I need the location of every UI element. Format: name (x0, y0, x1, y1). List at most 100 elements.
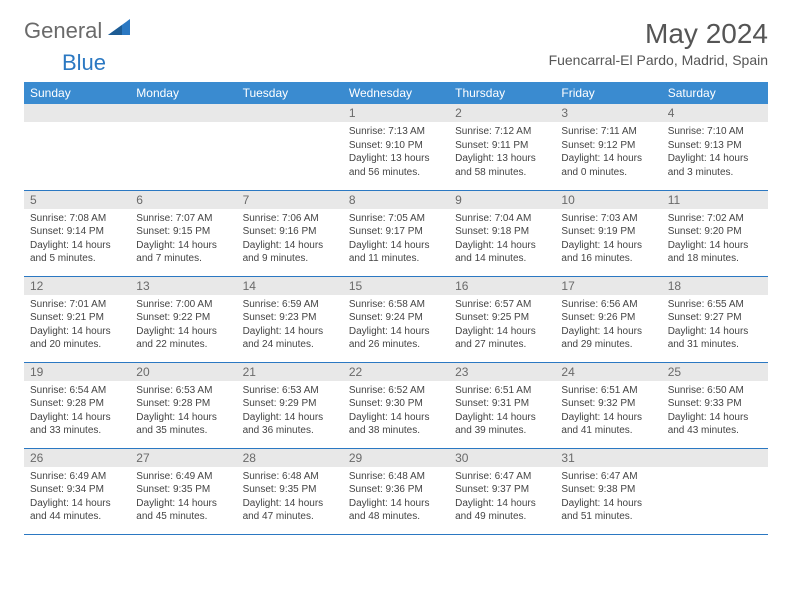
day-number-bar: 22 (343, 363, 449, 381)
calendar-day-cell: 13Sunrise: 7:00 AMSunset: 9:22 PMDayligh… (130, 276, 236, 362)
calendar-day-cell: 7Sunrise: 7:06 AMSunset: 9:16 PMDaylight… (237, 190, 343, 276)
day-number-bar: 6 (130, 191, 236, 209)
day-number-bar: 9 (449, 191, 555, 209)
day-details: Sunrise: 6:54 AMSunset: 9:28 PMDaylight:… (24, 381, 130, 442)
day-details: Sunrise: 6:53 AMSunset: 9:29 PMDaylight:… (237, 381, 343, 442)
day-number-bar: 23 (449, 363, 555, 381)
day-number-bar: 16 (449, 277, 555, 295)
day-number-bar: 1 (343, 104, 449, 122)
calendar-day-cell: 29Sunrise: 6:48 AMSunset: 9:36 PMDayligh… (343, 448, 449, 534)
day-details: Sunrise: 6:53 AMSunset: 9:28 PMDaylight:… (130, 381, 236, 442)
logo-triangle-icon (108, 19, 130, 35)
calendar-day-cell: 1Sunrise: 7:13 AMSunset: 9:10 PMDaylight… (343, 104, 449, 190)
day-details: Sunrise: 7:10 AMSunset: 9:13 PMDaylight:… (662, 122, 768, 183)
calendar-day-cell: 8Sunrise: 7:05 AMSunset: 9:17 PMDaylight… (343, 190, 449, 276)
day-number-bar: 25 (662, 363, 768, 381)
day-details: Sunrise: 6:51 AMSunset: 9:31 PMDaylight:… (449, 381, 555, 442)
day-details: Sunrise: 6:48 AMSunset: 9:35 PMDaylight:… (237, 467, 343, 528)
calendar-day-cell (130, 104, 236, 190)
calendar-day-cell: 21Sunrise: 6:53 AMSunset: 9:29 PMDayligh… (237, 362, 343, 448)
day-details: Sunrise: 6:52 AMSunset: 9:30 PMDaylight:… (343, 381, 449, 442)
day-details: Sunrise: 7:08 AMSunset: 9:14 PMDaylight:… (24, 209, 130, 270)
day-details: Sunrise: 6:49 AMSunset: 9:35 PMDaylight:… (130, 467, 236, 528)
day-number-bar: 18 (662, 277, 768, 295)
calendar-day-cell: 31Sunrise: 6:47 AMSunset: 9:38 PMDayligh… (555, 448, 661, 534)
day-details: Sunrise: 6:48 AMSunset: 9:36 PMDaylight:… (343, 467, 449, 528)
day-details: Sunrise: 7:13 AMSunset: 9:10 PMDaylight:… (343, 122, 449, 183)
calendar-day-cell: 15Sunrise: 6:58 AMSunset: 9:24 PMDayligh… (343, 276, 449, 362)
calendar-day-cell: 16Sunrise: 6:57 AMSunset: 9:25 PMDayligh… (449, 276, 555, 362)
location-text: Fuencarral-El Pardo, Madrid, Spain (549, 52, 768, 68)
calendar-day-cell: 30Sunrise: 6:47 AMSunset: 9:37 PMDayligh… (449, 448, 555, 534)
day-number-bar: 14 (237, 277, 343, 295)
calendar-day-cell: 12Sunrise: 7:01 AMSunset: 9:21 PMDayligh… (24, 276, 130, 362)
day-details: Sunrise: 6:50 AMSunset: 9:33 PMDaylight:… (662, 381, 768, 442)
calendar-day-cell (24, 104, 130, 190)
day-number-bar: 30 (449, 449, 555, 467)
calendar-day-cell: 26Sunrise: 6:49 AMSunset: 9:34 PMDayligh… (24, 448, 130, 534)
day-details: Sunrise: 7:12 AMSunset: 9:11 PMDaylight:… (449, 122, 555, 183)
day-details: Sunrise: 7:07 AMSunset: 9:15 PMDaylight:… (130, 209, 236, 270)
calendar-week-row: 26Sunrise: 6:49 AMSunset: 9:34 PMDayligh… (24, 448, 768, 534)
day-details: Sunrise: 7:05 AMSunset: 9:17 PMDaylight:… (343, 209, 449, 270)
weekday-row: SundayMondayTuesdayWednesdayThursdayFrid… (24, 82, 768, 104)
day-details: Sunrise: 6:47 AMSunset: 9:37 PMDaylight:… (449, 467, 555, 528)
day-number-bar (130, 104, 236, 122)
calendar-table: SundayMondayTuesdayWednesdayThursdayFrid… (24, 82, 768, 535)
day-details: Sunrise: 6:51 AMSunset: 9:32 PMDaylight:… (555, 381, 661, 442)
day-number-bar: 13 (130, 277, 236, 295)
day-number-bar: 12 (24, 277, 130, 295)
calendar-day-cell: 22Sunrise: 6:52 AMSunset: 9:30 PMDayligh… (343, 362, 449, 448)
calendar-day-cell: 6Sunrise: 7:07 AMSunset: 9:15 PMDaylight… (130, 190, 236, 276)
weekday-header: Sunday (24, 82, 130, 104)
day-number-bar: 15 (343, 277, 449, 295)
weekday-header: Wednesday (343, 82, 449, 104)
weekday-header: Tuesday (237, 82, 343, 104)
day-details: Sunrise: 6:59 AMSunset: 9:23 PMDaylight:… (237, 295, 343, 356)
day-number-bar: 28 (237, 449, 343, 467)
day-details: Sunrise: 6:49 AMSunset: 9:34 PMDaylight:… (24, 467, 130, 528)
day-number-bar (662, 449, 768, 467)
day-number-bar: 4 (662, 104, 768, 122)
calendar-day-cell: 20Sunrise: 6:53 AMSunset: 9:28 PMDayligh… (130, 362, 236, 448)
title-block: May 2024 Fuencarral-El Pardo, Madrid, Sp… (549, 18, 768, 68)
calendar-day-cell: 23Sunrise: 6:51 AMSunset: 9:31 PMDayligh… (449, 362, 555, 448)
day-number-bar: 31 (555, 449, 661, 467)
day-number-bar: 27 (130, 449, 236, 467)
calendar-day-cell: 27Sunrise: 6:49 AMSunset: 9:35 PMDayligh… (130, 448, 236, 534)
day-details: Sunrise: 7:01 AMSunset: 9:21 PMDaylight:… (24, 295, 130, 356)
day-details: Sunrise: 7:11 AMSunset: 9:12 PMDaylight:… (555, 122, 661, 183)
calendar-week-row: 1Sunrise: 7:13 AMSunset: 9:10 PMDaylight… (24, 104, 768, 190)
calendar-day-cell: 4Sunrise: 7:10 AMSunset: 9:13 PMDaylight… (662, 104, 768, 190)
calendar-week-row: 19Sunrise: 6:54 AMSunset: 9:28 PMDayligh… (24, 362, 768, 448)
day-details: Sunrise: 7:03 AMSunset: 9:19 PMDaylight:… (555, 209, 661, 270)
calendar-day-cell: 9Sunrise: 7:04 AMSunset: 9:18 PMDaylight… (449, 190, 555, 276)
calendar-day-cell: 10Sunrise: 7:03 AMSunset: 9:19 PMDayligh… (555, 190, 661, 276)
calendar-week-row: 12Sunrise: 7:01 AMSunset: 9:21 PMDayligh… (24, 276, 768, 362)
day-details: Sunrise: 6:56 AMSunset: 9:26 PMDaylight:… (555, 295, 661, 356)
calendar-day-cell: 24Sunrise: 6:51 AMSunset: 9:32 PMDayligh… (555, 362, 661, 448)
day-number-bar: 19 (24, 363, 130, 381)
day-details: Sunrise: 7:06 AMSunset: 9:16 PMDaylight:… (237, 209, 343, 270)
day-details: Sunrise: 7:04 AMSunset: 9:18 PMDaylight:… (449, 209, 555, 270)
day-number-bar: 29 (343, 449, 449, 467)
weekday-header: Thursday (449, 82, 555, 104)
day-number-bar: 8 (343, 191, 449, 209)
brand-logo: General (24, 18, 134, 44)
day-details: Sunrise: 6:47 AMSunset: 9:38 PMDaylight:… (555, 467, 661, 528)
calendar-day-cell: 11Sunrise: 7:02 AMSunset: 9:20 PMDayligh… (662, 190, 768, 276)
calendar-day-cell: 5Sunrise: 7:08 AMSunset: 9:14 PMDaylight… (24, 190, 130, 276)
month-title: May 2024 (549, 18, 768, 50)
calendar-day-cell: 28Sunrise: 6:48 AMSunset: 9:35 PMDayligh… (237, 448, 343, 534)
weekday-header: Monday (130, 82, 236, 104)
day-number-bar: 11 (662, 191, 768, 209)
weekday-header: Saturday (662, 82, 768, 104)
day-details: Sunrise: 6:55 AMSunset: 9:27 PMDaylight:… (662, 295, 768, 356)
day-number-bar: 24 (555, 363, 661, 381)
day-number-bar: 20 (130, 363, 236, 381)
calendar-day-cell (662, 448, 768, 534)
day-number-bar: 21 (237, 363, 343, 381)
day-details: Sunrise: 6:58 AMSunset: 9:24 PMDaylight:… (343, 295, 449, 356)
calendar-day-cell: 19Sunrise: 6:54 AMSunset: 9:28 PMDayligh… (24, 362, 130, 448)
weekday-header: Friday (555, 82, 661, 104)
